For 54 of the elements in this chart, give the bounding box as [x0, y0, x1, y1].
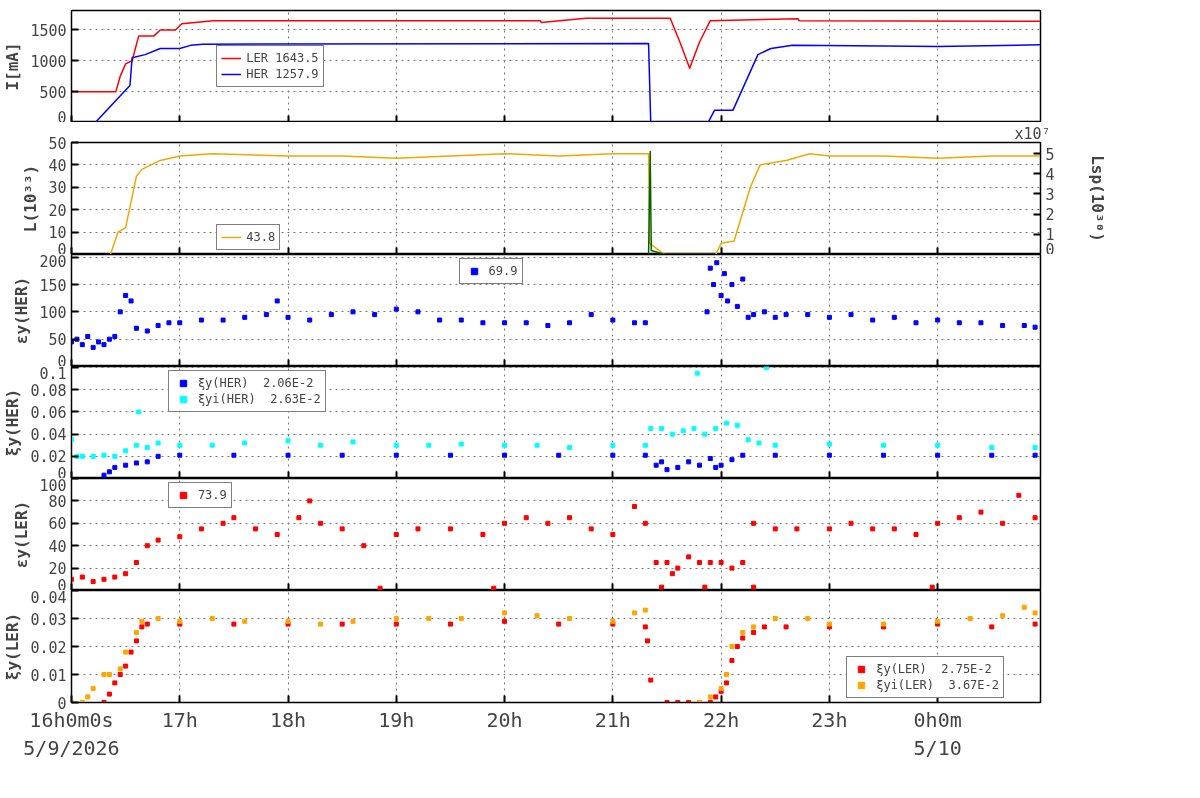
legend-label: 69.9 [488, 263, 518, 279]
legend-label: ξyi(LER) 3.67E-2 [876, 677, 1000, 693]
y-tick-label: 0 [57, 108, 67, 127]
legend-label: LER 1643.5 [246, 50, 319, 66]
y-axis-title: I[mA] [3, 42, 23, 91]
legend-label: ξy(LER) 2.75E-2 [876, 661, 992, 677]
legend-label: HER 1257.9 [246, 66, 319, 82]
legend-label: ξy(HER) 2.06E-2 [197, 375, 314, 391]
y-tick-label: 0.02 [30, 448, 67, 467]
y-tick-label: 0.08 [30, 381, 67, 400]
y-axis-title: εy(LER) [12, 500, 32, 569]
y-tick-label: 0.06 [30, 403, 67, 422]
x-tick-label: 21h [594, 707, 631, 732]
x-tick-label: 23h [811, 707, 848, 732]
y2-tick-label: 5 [1045, 145, 1055, 164]
y-tick-label: 80 [48, 492, 67, 511]
y2-tick-label: 3 [1045, 185, 1055, 204]
annotation: x10⁷ [1014, 124, 1051, 143]
y-tick-label: 50 [48, 331, 67, 350]
x-tick-label: 20h [486, 707, 523, 732]
y-tick-label: 0.01 [30, 666, 67, 685]
y-axis-title: ξy(HER) [3, 388, 23, 457]
y-axis-title: ξy(LER) [3, 612, 23, 681]
x-tick-label: 0h0m 5/10 [913, 707, 962, 761]
x-tick-label: 19h [378, 707, 415, 732]
y-tick-label: 50 [48, 134, 67, 153]
y2-tick-label: 2 [1045, 206, 1055, 225]
y-tick-label: 0.02 [30, 638, 67, 657]
x-tick-label: 18h [269, 707, 307, 732]
y-tick-label: 60 [48, 515, 67, 534]
y-axis-title: εy(HER) [12, 276, 32, 345]
y-tick-label: 30 [48, 179, 67, 198]
y-tick-label: 150 [39, 276, 67, 295]
legend-label: 73.9 [197, 487, 227, 503]
x-tick-label: 22h [703, 707, 740, 732]
y-tick-label: 20 [48, 560, 67, 579]
y-tick-label: 100 [39, 303, 67, 322]
x-tick-label: 17h [161, 707, 198, 732]
y-tick-label: 1500 [30, 21, 67, 40]
y-tick-label: 0.04 [30, 426, 67, 445]
legend-label: 43.8 [246, 229, 276, 245]
y2-axis-title: Lsp(10³⁰) [1087, 155, 1107, 242]
legend-label: ξyi(HER) 2.63E-2 [197, 391, 321, 407]
y2-tick-label: 0 [1045, 240, 1055, 259]
y-tick-label: 40 [48, 156, 67, 175]
y-tick-label: 40 [48, 537, 67, 556]
y-tick-label: 0.03 [30, 610, 67, 629]
y-axis-title: L(10³³) [21, 164, 41, 233]
y2-tick-label: 4 [1045, 165, 1055, 184]
y-tick-label: 0 [57, 694, 67, 713]
y-tick-label: 1000 [30, 52, 67, 71]
y-tick-label: 20 [48, 201, 67, 220]
y-tick-label: 10 [48, 224, 67, 243]
y-tick-label: 500 [39, 83, 67, 102]
